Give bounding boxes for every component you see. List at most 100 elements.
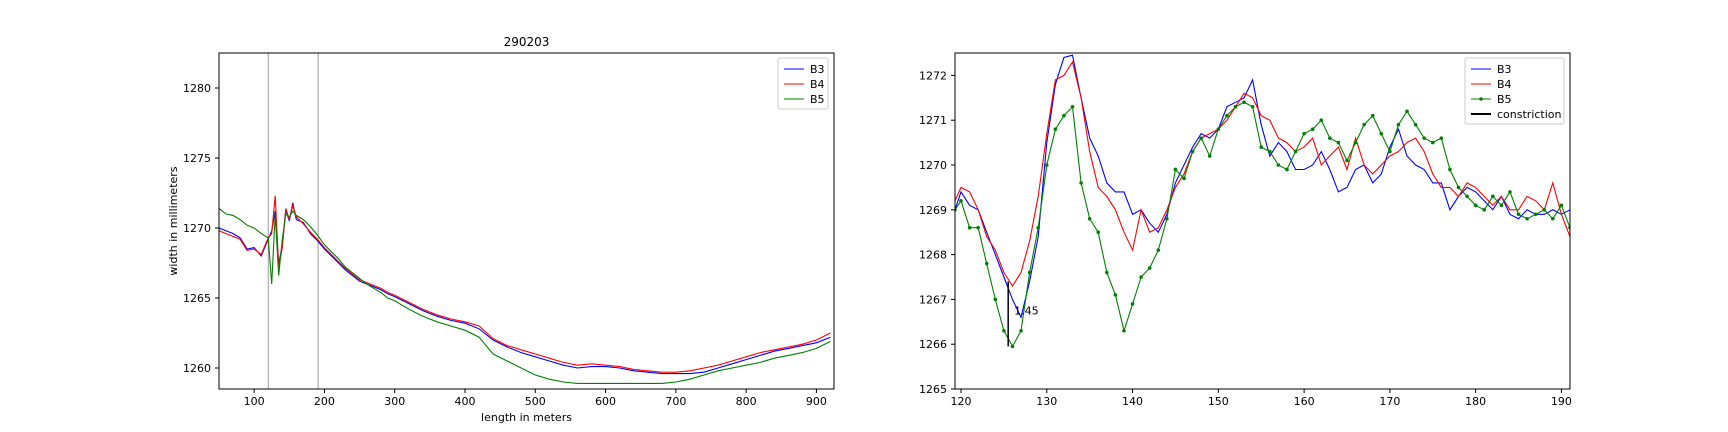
- x-tick-label: 150: [1208, 395, 1229, 408]
- series-B5-point: [1533, 212, 1538, 217]
- series-B5-point: [984, 261, 989, 266]
- series-B5-point: [1062, 113, 1066, 118]
- series-B3-line: [955, 54, 1570, 319]
- y-tick-label: 1268: [919, 249, 947, 262]
- series-B5-point: [1482, 208, 1487, 212]
- series-B5-point: [1293, 149, 1298, 154]
- series-B5-point: [1448, 167, 1452, 172]
- series-B4-line: [955, 60, 1570, 288]
- series-B5-point: [976, 225, 980, 230]
- plot-area: [219, 195, 831, 384]
- series-B5-point: [1156, 248, 1161, 252]
- y-tick-label: 1275: [183, 152, 211, 165]
- series-B5-point: [1207, 154, 1212, 158]
- x-tick-label: 100: [244, 395, 265, 408]
- legend-label-B5: B5: [810, 93, 825, 106]
- series-B5-point: [1122, 328, 1126, 333]
- annotation-label: 1.45: [1014, 305, 1039, 318]
- chart-right: 1.45 120 130 140 150 160 170 180 190 1265 1266 1267…: [919, 52, 1572, 408]
- x-tick-label: 700: [665, 395, 686, 408]
- series-B5-point: [1405, 109, 1409, 114]
- series-B5-point: [1190, 149, 1195, 154]
- y-tick-label: 1265: [183, 292, 211, 305]
- series-B5-point: [1551, 216, 1555, 221]
- series-B5-point: [1087, 216, 1092, 221]
- series-B5-point: [1310, 127, 1315, 131]
- legend-marker-B5: [1479, 97, 1483, 101]
- series-B5-point: [1302, 131, 1306, 136]
- series-B5-point: [1147, 266, 1152, 270]
- series-B5-point: [1370, 113, 1375, 118]
- y-tick-label: 1270: [183, 222, 211, 235]
- series-B5-point: [1396, 122, 1401, 127]
- y-axis-label: width in millimeters: [167, 166, 180, 275]
- series-B5-line: [219, 207, 831, 384]
- series-B5-point: [1456, 185, 1461, 190]
- series-B5-point: [1559, 203, 1564, 208]
- series-B5-point: [1010, 344, 1015, 349]
- series-B5-point: [1139, 275, 1143, 279]
- series-B5-point: [1319, 118, 1324, 122]
- legend-label-B5: B5: [1497, 93, 1512, 106]
- legend-label-B4: B4: [1497, 78, 1512, 91]
- x-tick-label: 800: [736, 395, 757, 408]
- y-tick-label: 1270: [919, 159, 947, 172]
- y-tick-label: 1267: [919, 293, 947, 306]
- legend-label-constriction: constriction: [1497, 108, 1562, 121]
- series-B5-point: [1233, 104, 1238, 109]
- series-B5-point: [967, 225, 972, 230]
- series-B5-point: [1036, 225, 1041, 230]
- x-tick-label: 120: [951, 395, 972, 408]
- series-B5-point: [1002, 328, 1006, 333]
- series-B5-point: [1353, 140, 1358, 145]
- series-B5-point: [1165, 216, 1169, 221]
- chart-title: 290203: [504, 35, 550, 49]
- series-B5-point: [993, 297, 998, 302]
- series-B5-point: [1542, 208, 1547, 212]
- plot-frame: [954, 52, 1571, 390]
- x-tick-label: 400: [455, 395, 476, 408]
- legend-label-B3: B3: [810, 63, 825, 76]
- x-axis-label: length in meters: [481, 411, 572, 424]
- series-B5-point: [1225, 113, 1229, 118]
- x-tick-label: 500: [525, 395, 546, 408]
- legend-label-B3: B3: [1497, 63, 1512, 76]
- legend-box: [1464, 57, 1565, 125]
- series-B5-point: [1422, 136, 1426, 140]
- x-tick-label: 130: [1036, 395, 1057, 408]
- series-B5-point: [1362, 122, 1366, 127]
- series-B5-point: [1379, 131, 1384, 136]
- series-B5-point: [1491, 194, 1495, 199]
- series-B5-point: [1516, 212, 1521, 217]
- series-B5-point: [1044, 163, 1049, 167]
- x-tick-label: 300: [384, 395, 405, 408]
- series-B5-point: [1508, 190, 1512, 194]
- series-B5-point: [1130, 302, 1135, 306]
- plot-area: [955, 54, 1570, 349]
- y-tick-label: 1265: [919, 383, 947, 396]
- x-tick-label: 900: [806, 395, 827, 408]
- x-tick-label: 190: [1551, 395, 1572, 408]
- series-B5-point: [1473, 203, 1478, 208]
- series-B3-line: [219, 202, 831, 375]
- series-B5-point: [1053, 127, 1058, 131]
- chart-left: 290203 100 200 300 400 500 600 700 800 900 1260 126…: [167, 35, 835, 424]
- series-B5-point: [1182, 176, 1186, 181]
- series-B5-point: [1113, 293, 1118, 297]
- series-B5-point: [1019, 328, 1023, 333]
- series-B5-point: [1105, 270, 1109, 275]
- series-B4-line: [219, 195, 831, 373]
- x-tick-label: 140: [1122, 395, 1143, 408]
- series-B5-point: [1525, 216, 1529, 221]
- series-B5-point: [1328, 136, 1332, 140]
- y-tick-label: 1280: [183, 82, 211, 95]
- series-B5-point: [1216, 127, 1221, 131]
- x-tick-label: 180: [1465, 395, 1486, 408]
- series-B5-point: [1199, 136, 1203, 140]
- series-B5-point: [959, 199, 963, 203]
- series-B5-point: [1250, 104, 1255, 109]
- series-B5-point: [1439, 136, 1444, 140]
- series-B5-point: [1096, 230, 1101, 234]
- series-B5-point: [1413, 122, 1418, 127]
